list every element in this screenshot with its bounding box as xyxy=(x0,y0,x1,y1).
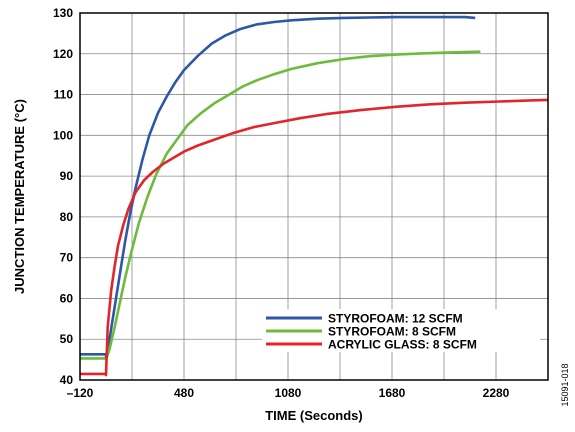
y-tick-label: 40 xyxy=(60,373,74,387)
y-tick-label: 80 xyxy=(60,210,74,224)
legend-label-2: STYROFOAM: 8 SCFM xyxy=(328,325,456,339)
x-tick-label: 480 xyxy=(174,386,194,400)
x-axis-label: TIME (Seconds) xyxy=(265,408,363,423)
x-tick-labels: –120 480 1080 1680 2280 xyxy=(67,386,510,400)
x-tick-label: 1680 xyxy=(379,386,406,400)
series-line-1 xyxy=(80,15,476,358)
grid xyxy=(79,12,548,381)
x-tick-label: 1080 xyxy=(275,386,302,400)
x-tick-label: –120 xyxy=(67,386,94,400)
series-line-3 xyxy=(80,98,549,377)
series-lines xyxy=(80,15,549,377)
y-tick-label: 130 xyxy=(53,6,73,20)
y-tick-label: 70 xyxy=(60,251,74,265)
y-tick-label: 90 xyxy=(60,169,74,183)
legend-label-3: ACRYLIC GLASS: 8 SCFM xyxy=(328,338,477,352)
figure-id-label: 15091-018 xyxy=(560,363,570,406)
y-axis-label: JUNCTION TEMPERATURE (°C) xyxy=(12,99,27,294)
x-tick-label: 2280 xyxy=(483,386,510,400)
y-tick-label: 50 xyxy=(60,332,74,346)
y-tick-label: 120 xyxy=(53,47,73,61)
plot-frame xyxy=(79,12,549,381)
series-line-2 xyxy=(80,50,481,361)
legend-label-1: STYROFOAM: 12 SCFM xyxy=(328,312,463,326)
y-tick-label: 60 xyxy=(60,291,74,305)
y-tick-label: 110 xyxy=(54,88,74,102)
y-tick-labels: 40 50 60 70 80 90 100 110 120 130 xyxy=(53,6,73,387)
y-tick-label: 100 xyxy=(53,128,73,142)
